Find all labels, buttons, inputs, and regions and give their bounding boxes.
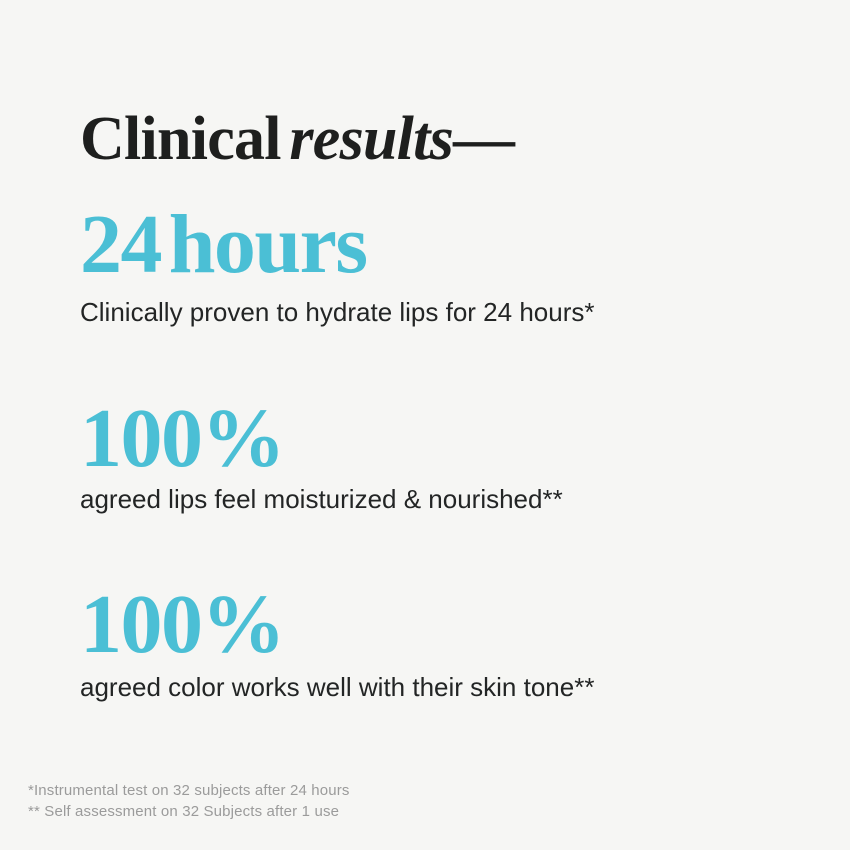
stat-value-skin-tone-percent: 100% — [80, 578, 285, 671]
footnote-instrumental-test: *Instrumental test on 32 subjects after … — [28, 782, 350, 799]
page-title-regular-word: Clinical — [80, 104, 281, 173]
page-title-italic-word: results — [289, 104, 454, 173]
stat-caption-skin-tone: agreed color works well with their skin … — [80, 672, 595, 702]
footnotes: *Instrumental test on 32 subjects after … — [28, 780, 350, 822]
footnote-self-assessment: ** Self assessment on 32 Subjects after … — [28, 803, 340, 820]
page-title-dash: — — [453, 104, 515, 173]
stat-caption-hydration: Clinically proven to hydrate lips for 24… — [80, 297, 595, 327]
stat-caption-moisturized: agreed lips feel moisturized & nourished… — [80, 484, 563, 514]
stat-value-moisturized-percent: 100% — [80, 392, 285, 485]
page-title: Clinical results— — [80, 104, 515, 173]
stat-value-24-hours: 24 hours — [80, 198, 368, 291]
